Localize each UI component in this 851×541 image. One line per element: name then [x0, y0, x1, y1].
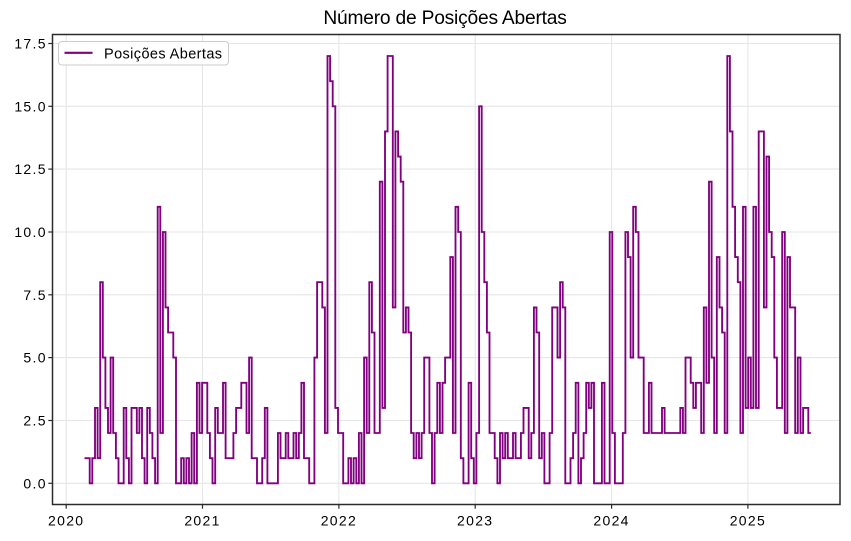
svg-text:0.0: 0.0 [23, 475, 46, 491]
svg-text:2022: 2022 [321, 513, 357, 529]
svg-text:2.5: 2.5 [23, 413, 46, 429]
svg-text:2020: 2020 [48, 513, 84, 529]
svg-text:Posições Abertas: Posições Abertas [104, 46, 222, 62]
svg-text:12.5: 12.5 [14, 161, 46, 177]
svg-text:10.0: 10.0 [14, 224, 46, 240]
svg-text:2021: 2021 [184, 513, 220, 529]
svg-text:7.5: 7.5 [23, 287, 46, 303]
svg-text:2024: 2024 [593, 513, 629, 529]
svg-text:15.0: 15.0 [14, 98, 46, 114]
svg-text:2023: 2023 [457, 513, 493, 529]
svg-text:5.0: 5.0 [23, 350, 46, 366]
svg-text:Número de Posições Abertas: Número de Posições Abertas [323, 8, 566, 29]
svg-text:2025: 2025 [730, 513, 766, 529]
svg-text:17.5: 17.5 [14, 36, 46, 52]
